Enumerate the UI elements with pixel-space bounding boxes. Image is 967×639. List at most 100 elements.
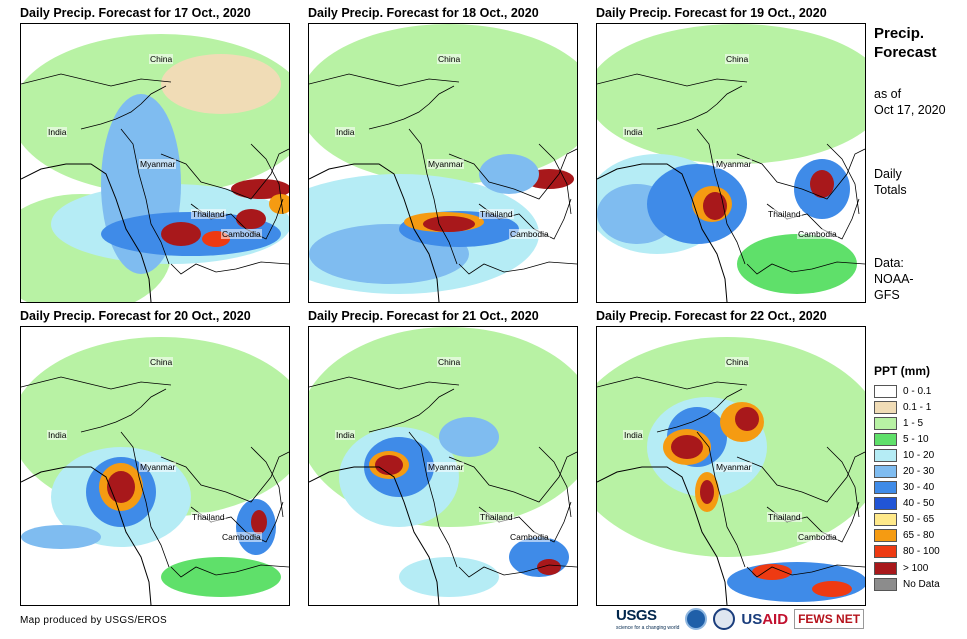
place-label-thailand: Thailand [767,512,802,522]
place-label-cambodia: Cambodia [797,532,838,542]
legend-swatch [874,497,897,511]
precip-map-graphic [21,24,289,302]
place-label-cambodia: Cambodia [509,532,550,542]
place-label-thailand: Thailand [767,209,802,219]
place-label-cambodia: Cambodia [221,532,262,542]
precip-map: China India Myanmar Thailand Cambodia [308,23,578,303]
as-of-date: as of Oct 17, 2020 [874,86,946,118]
legend-row: 50 - 65 [874,512,940,528]
place-label-india: India [47,127,68,137]
legend-swatch [874,545,897,559]
place-label-india: India [47,430,68,440]
legend-title: PPT (mm) [874,364,931,378]
place-label-myanmar: Myanmar [139,462,177,472]
place-label-china: China [725,357,750,367]
legend-swatch [874,400,897,414]
legend-swatch [874,561,897,575]
place-label-cambodia: Cambodia [221,229,262,239]
legend-label: 80 - 100 [903,546,940,558]
precip-map: China India Myanmar Thailand Cambodia [596,326,866,606]
legend-swatch [874,448,897,462]
place-label-cambodia: Cambodia [509,229,550,239]
legend-swatch [874,465,897,479]
legend-label: 0.1 - 1 [903,401,932,413]
usgs-logo-text: USGS [616,607,657,624]
legend-row: 40 - 50 [874,496,940,512]
legend-row: 20 - 30 [874,463,940,479]
daily-line2: Totals [874,183,907,197]
precip-map: China India Myanmar Thailand Cambodia [20,326,290,606]
legend-label: No Data [903,578,940,590]
usaid-logo: USAID [741,611,788,628]
usaid-logo-us: US [741,610,763,628]
precip-map: China India Myanmar Thailand Cambodia [596,23,866,303]
map-credit: Map produced by USGS/EROS [20,615,168,626]
fews-net-logo: FEWS NET [794,609,865,629]
place-label-myanmar: Myanmar [715,462,753,472]
precip-map: China India Myanmar Thailand Cambodia [308,326,578,606]
precip-legend: PPT (mm) 0 - 0.1 0.1 - 1 1 - 5 5 - 10 10 - 2… [874,363,940,592]
place-label-india: India [335,127,356,137]
as-of-line2: Oct 17, 2020 [874,103,946,117]
legend-row: > 100 [874,560,940,576]
place-label-thailand: Thailand [191,512,226,522]
legend-label: 40 - 50 [903,498,935,510]
legend-label: 30 - 40 [903,482,935,494]
precip-map-graphic [597,24,865,302]
place-label-china: China [149,54,174,64]
side-title-line1: Precip. [874,25,925,42]
usaid-seal-icon [713,608,736,630]
place-label-myanmar: Myanmar [715,159,753,169]
usaid-logo-aid: AID [762,610,789,628]
place-label-china: China [149,357,174,367]
panel-title: Daily Precip. Forecast for 17 Oct., 2020 [20,6,251,20]
place-label-china: China [437,54,462,64]
as-of-line1: as of [874,87,902,101]
legend-label: 5 - 10 [903,433,929,445]
place-label-china: China [437,357,462,367]
legend-swatch [874,577,897,591]
place-label-myanmar: Myanmar [427,462,465,472]
legend-row: 0 - 0.1 [874,383,940,399]
place-label-india: India [623,127,644,137]
place-label-india: India [623,430,644,440]
data-line2: NOAA- [874,272,914,286]
legend-label: 50 - 65 [903,514,935,526]
legend-row: 65 - 80 [874,528,940,544]
legend-swatch [874,384,897,398]
data-line3: GFS [874,288,900,302]
legend-label: 20 - 30 [903,466,935,478]
legend-row: 1 - 5 [874,415,940,431]
place-label-myanmar: Myanmar [139,159,177,169]
place-label-india: India [335,430,356,440]
daily-line1: Daily [874,167,902,181]
precip-map: China India Myanmar Thailand Cambodia [20,23,290,303]
legend-swatch [874,513,897,527]
daily-totals-note: Daily Totals [874,166,907,198]
data-line1: Data: [874,256,904,270]
place-label-cambodia: Cambodia [797,229,838,239]
noaa-logo-icon [685,608,708,630]
place-label-thailand: Thailand [191,209,226,219]
place-label-myanmar: Myanmar [427,159,465,169]
legend-row: 0.1 - 1 [874,399,940,415]
legend-swatch [874,481,897,495]
legend-label: 0 - 0.1 [903,385,932,397]
legend-swatch [874,529,897,543]
legend-swatch [874,416,897,430]
panel-title: Daily Precip. Forecast for 22 Oct., 2020 [596,309,827,323]
legend-row: 10 - 20 [874,447,940,463]
legend-swatch [874,432,897,446]
usgs-logo: USGS science for a changing world [616,607,679,631]
legend-label: > 100 [903,562,929,574]
panel-title: Daily Precip. Forecast for 19 Oct., 2020 [596,6,827,20]
legend-label: 10 - 20 [903,449,935,461]
place-label-thailand: Thailand [479,512,514,522]
panel-title: Daily Precip. Forecast for 18 Oct., 2020 [308,6,539,20]
usgs-tagline: science for a changing world [616,625,680,631]
legend-label: 1 - 5 [903,417,924,429]
legend-row: 30 - 40 [874,480,940,496]
legend-row: 5 - 10 [874,431,940,447]
legend-label: 65 - 80 [903,530,935,542]
data-source-note: Data: NOAA- GFS [874,255,914,303]
